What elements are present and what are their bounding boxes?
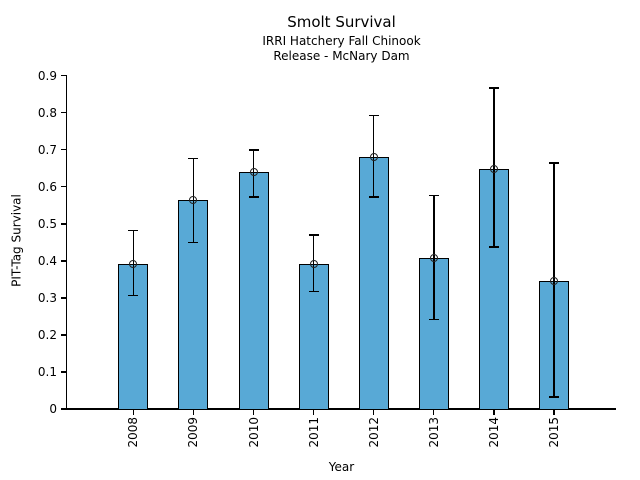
bar-2010 (238, 172, 269, 410)
y-tick-label: 0 (49, 402, 57, 416)
y-tick-mark (60, 334, 66, 336)
error-bar-cap-top-2015 (549, 162, 559, 164)
error-bar-cap-bottom-2009 (188, 241, 199, 244)
x-tick-label-2012: 2012 (366, 417, 381, 448)
y-tick-label: 0.5 (37, 216, 57, 231)
y-tick-label: 0.9 (37, 68, 57, 83)
y-tick-label: 0.8 (37, 105, 57, 120)
x-tick-label-2009: 2009 (186, 417, 201, 448)
y-axis-label: PIT-Tag Survival (9, 194, 24, 287)
point-marker-2012 (369, 153, 378, 162)
error-bar-cap-top-2014 (488, 87, 499, 89)
x-tick-mark (252, 409, 255, 415)
x-tick-mark (373, 409, 375, 415)
point-marker-2009 (189, 196, 198, 205)
bar-2011 (298, 263, 329, 410)
y-tick-mark (60, 297, 66, 299)
x-tick-mark (433, 409, 435, 415)
x-tick-label-2008: 2008 (126, 417, 141, 448)
y-tick-label: 0.7 (37, 142, 57, 157)
x-tick-label-2011: 2011 (306, 417, 321, 448)
chart-subtitle-line2: Release - McNary Dam (273, 49, 410, 63)
y-tick-label: 0.6 (37, 179, 57, 194)
point-marker-2013 (429, 254, 438, 263)
error-bar-cap-top-2008 (128, 229, 139, 232)
error-bar-cap-bottom-2015 (549, 396, 559, 398)
error-bar-cap-bottom-2012 (368, 196, 379, 198)
y-axis-spine (65, 75, 67, 410)
error-bar-cap-top-2011 (308, 234, 319, 236)
x-tick-mark (192, 409, 195, 415)
point-marker-2014 (489, 164, 498, 173)
x-tick-label-2010: 2010 (246, 417, 261, 448)
x-tick-mark (553, 409, 555, 415)
point-marker-2015 (550, 276, 558, 285)
y-tick-label: 0.2 (37, 327, 57, 342)
y-tick-mark (60, 112, 66, 114)
error-bar-cap-bottom-2013 (428, 318, 439, 321)
y-tick-label: 0.4 (37, 253, 57, 268)
point-marker-2008 (129, 259, 138, 268)
x-tick-mark (132, 409, 134, 415)
y-tick-mark (60, 260, 66, 262)
y-tick-mark (60, 149, 66, 151)
y-tick-mark (60, 223, 66, 225)
y-tick-mark (60, 75, 66, 77)
x-tick-mark (493, 409, 495, 415)
error-bar-cap-bottom-2011 (308, 290, 319, 293)
error-bar-cap-bottom-2010 (248, 196, 259, 198)
x-tick-label-2014: 2014 (486, 417, 501, 448)
bar-2014 (478, 168, 509, 410)
error-bar-cap-top-2012 (368, 114, 379, 117)
error-bar-cap-bottom-2008 (128, 294, 139, 297)
x-axis-label: Year (328, 460, 355, 474)
x-tick-label-2015: 2015 (547, 417, 561, 448)
y-tick-label: 0.3 (37, 290, 57, 305)
chart-title: Smolt Survival (287, 13, 396, 31)
error-bar-cap-top-2009 (188, 157, 199, 160)
x-axis-spine (65, 408, 616, 410)
error-bar-cap-top-2013 (428, 194, 439, 197)
chart-subtitle-line1: IRRI Hatchery Fall Chinook (262, 34, 421, 48)
y-tick-label: 0.1 (37, 364, 57, 379)
point-marker-2011 (309, 259, 318, 268)
y-tick-mark (60, 371, 66, 373)
y-tick-mark (60, 408, 66, 410)
x-tick-label-2013: 2013 (426, 417, 441, 448)
x-tick-mark (312, 409, 315, 415)
error-bar-cap-top-2010 (248, 149, 259, 151)
error-bar-cap-bottom-2014 (488, 246, 499, 248)
y-tick-mark (60, 186, 66, 188)
point-marker-2010 (249, 168, 258, 177)
